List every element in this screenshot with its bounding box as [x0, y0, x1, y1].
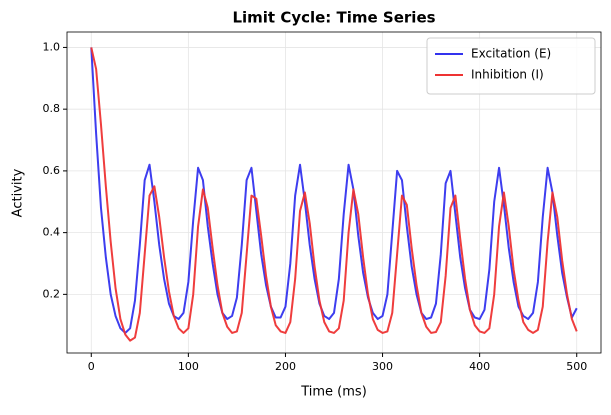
legend-label: Inhibition (I): [471, 68, 544, 82]
legend-box: [426, 37, 596, 95]
x-tick-label: 100: [178, 360, 199, 373]
legend-label: Excitation (E): [471, 47, 551, 61]
x-tick-label: 300: [372, 360, 393, 373]
data-line: [90, 47, 578, 342]
x-tick-label: 500: [566, 360, 587, 373]
y-tick-label: 0.8: [43, 102, 61, 115]
x-tick-label: 200: [275, 360, 296, 373]
y-axis-label: Activity: [11, 168, 26, 217]
x-axis-label: Time (ms): [300, 385, 367, 400]
x-tick-label: 0: [88, 360, 95, 373]
plot-frame: [66, 31, 602, 354]
y-tick-label: 0.6: [43, 164, 61, 177]
y-tick-label: 0.2: [43, 287, 61, 300]
chart-title: Limit Cycle: Time Series: [232, 9, 435, 27]
y-tick-label: 1.0: [43, 40, 61, 53]
y-tick-label: 0.4: [43, 226, 61, 239]
x-tick-label: 400: [469, 360, 490, 373]
